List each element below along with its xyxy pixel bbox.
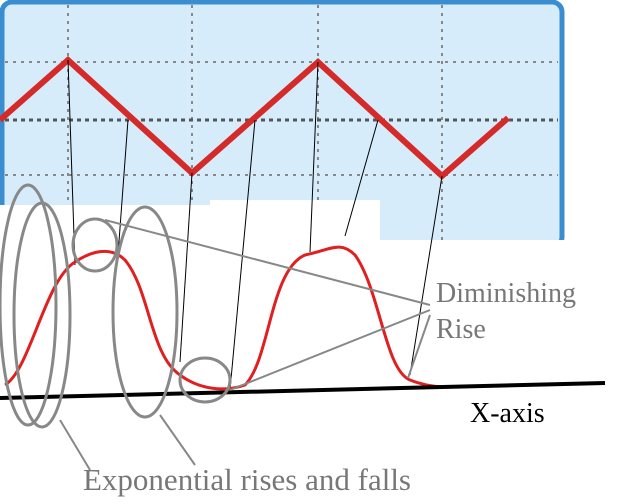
diminishing-label: Diminishing: [436, 278, 576, 309]
oscilloscope-screen: [0, 0, 565, 250]
highlight-ellipses: [0, 183, 232, 429]
x-axis-label: X-axis: [470, 398, 545, 429]
connector-lines: [67, 59, 443, 391]
rise-label: Rise: [436, 314, 486, 345]
caption: Exponential rises and falls: [83, 462, 411, 497]
x-axis-line: [0, 381, 606, 400]
pointer-lines: [59, 219, 431, 471]
white-cover: [0, 200, 565, 504]
